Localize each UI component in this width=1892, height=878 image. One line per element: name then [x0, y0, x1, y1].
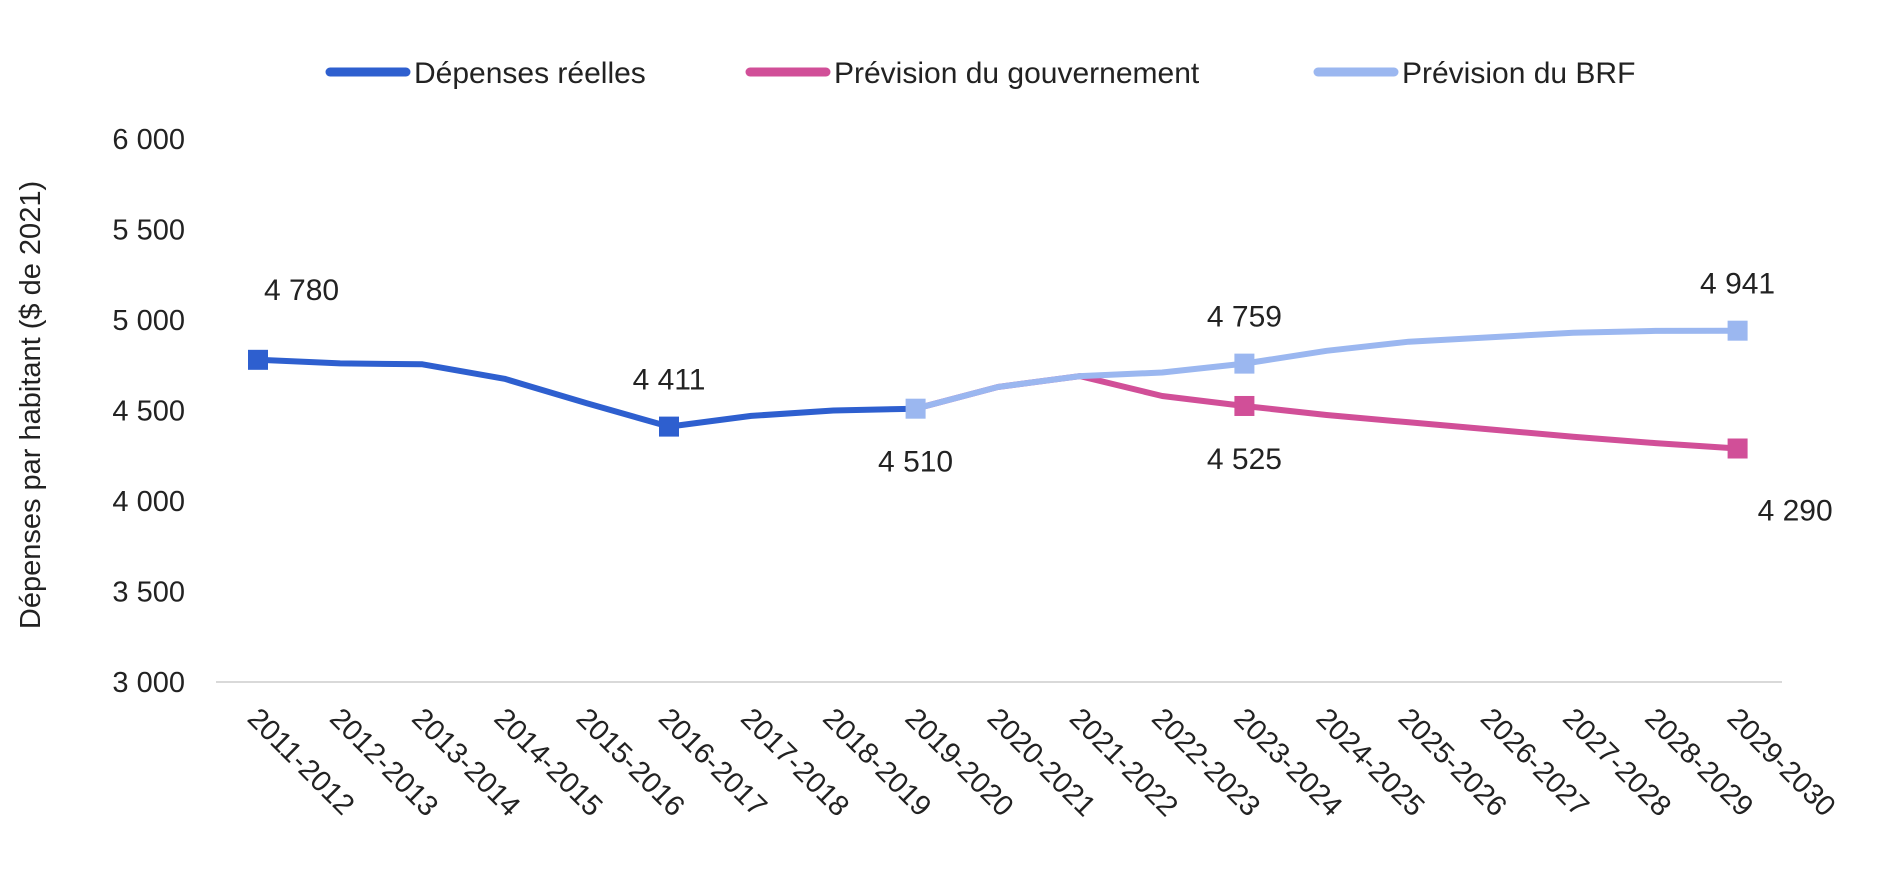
y-tick-label: 3 000	[112, 667, 185, 699]
x-axis-ticks: 2011-20122012-20132013-20142014-20152015…	[241, 702, 1841, 823]
data-label: 4 941	[1700, 268, 1775, 301]
legend-label-prevision-du-brf: Prévision du BRF	[1402, 57, 1635, 90]
y-axis-ticks: 3 000 3 500 4 000 4 500 5 000 5 500 6 000	[112, 124, 185, 699]
data-label: 4 510	[878, 446, 953, 479]
data-point-marker	[1234, 395, 1255, 416]
y-tick-label: 5 500	[112, 215, 185, 247]
data-labels: 4 780 4 411 4 525 4 290 4 510 4 759 4 941	[264, 268, 1833, 528]
legend-label-prevision-du-gouvernement: Prévision du gouvernement	[834, 57, 1200, 90]
data-label: 4 411	[633, 364, 706, 397]
series-line-prevision-du-brf	[912, 327, 1741, 412]
legend-label-depenses-reelles: Dépenses réelles	[414, 57, 646, 90]
y-tick-label: 4 000	[112, 486, 185, 518]
data-point-marker	[1727, 320, 1748, 341]
y-tick-label: 6 000	[112, 124, 185, 156]
y-tick-label: 5 000	[112, 305, 185, 337]
y-axis-label: Dépenses par habitant ($ de 2021)	[15, 181, 47, 629]
y-tick-label: 3 500	[112, 577, 185, 609]
data-label: 4 290	[1758, 495, 1833, 528]
series-line-prevision-du-gouvernement	[912, 373, 1741, 452]
data-point-marker	[659, 416, 679, 437]
data-point-marker	[248, 349, 268, 370]
data-label: 4 525	[1207, 443, 1282, 476]
legend: Dépenses réelles Prévision du gouvernemen…	[325, 57, 1635, 90]
data-point-marker	[1234, 353, 1255, 374]
data-label: 4 759	[1207, 301, 1282, 334]
data-point-marker	[905, 398, 926, 419]
data-point-marker	[1727, 438, 1748, 459]
y-tick-label: 4 500	[112, 396, 185, 428]
series-line-depenses-reelles	[255, 356, 919, 430]
plot-area	[248, 320, 1748, 459]
data-label: 4 780	[264, 274, 339, 307]
